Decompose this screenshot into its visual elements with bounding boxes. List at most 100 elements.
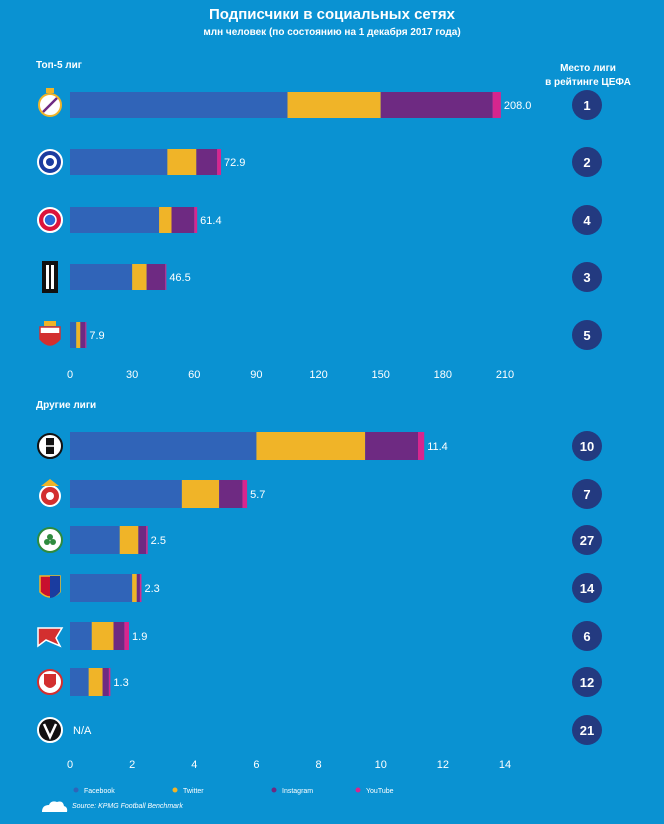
x-tick-label-0-6: 180 — [434, 369, 452, 381]
rank-number-1-5: 12 — [580, 675, 594, 690]
total-label-0-4: 7.9 — [89, 330, 104, 342]
bar-instagram-0-2 — [171, 207, 195, 233]
rank-number-0-4: 5 — [583, 328, 590, 343]
x-tick-label-0-5: 150 — [372, 369, 390, 381]
bar-youtube-1-4 — [124, 622, 130, 650]
bar-instagram-0-4 — [80, 322, 86, 348]
rank-badge-0-2 — [572, 205, 602, 235]
bar-youtube-0-4 — [85, 322, 87, 348]
bar-youtube-0-0 — [492, 92, 501, 118]
bar-facebook-1-0 — [70, 432, 257, 460]
celtic-logo — [37, 527, 63, 553]
bar-instagram-1-5 — [102, 668, 109, 696]
rank-badge-1-2 — [572, 525, 602, 555]
bar-twitter-0-0 — [287, 92, 381, 118]
bar-facebook-0-0 — [70, 92, 288, 118]
rank-number-1-3: 14 — [580, 581, 595, 596]
pfc-logo — [37, 717, 63, 743]
bar-facebook-1-1 — [70, 480, 182, 508]
chelsea-logo — [37, 149, 63, 175]
bar-instagram-0-1 — [196, 149, 218, 175]
rank-header-line-2: в рейтинге ЦЕФА — [545, 77, 631, 88]
rank-header-line-1: Место лиги — [560, 63, 616, 74]
total-label-1-6: N/A — [73, 725, 92, 737]
rank-badge-1-0 — [572, 431, 602, 461]
bar-youtube-1-1 — [242, 480, 248, 508]
rank-number-1-4: 6 — [583, 629, 590, 644]
section-label-top5: Топ-5 лиг — [36, 60, 82, 71]
bar-youtube-1-0 — [418, 432, 425, 460]
total-label-0-2: 61.4 — [200, 215, 221, 227]
bar-youtube-1-3 — [139, 574, 142, 602]
legend-swatch-youtube — [355, 787, 361, 793]
x-tick-label-1-5: 10 — [375, 759, 387, 771]
rank-badge-1-3 — [572, 573, 602, 603]
total-label-1-0: 11.4 — [427, 441, 448, 453]
rank-badge-0-4 — [572, 320, 602, 350]
rank-number-1-1: 7 — [583, 487, 590, 502]
chart-subtitle: млн человек (по состоянию на 1 декабря 2… — [203, 27, 461, 38]
rank-badge-1-4 — [572, 621, 602, 651]
x-tick-label-0-1: 30 — [126, 369, 138, 381]
rank-column-header: Место лиги в рейтинге ЦЕФА — [528, 62, 648, 90]
total-label-1-5: 1.3 — [113, 677, 128, 689]
bar-youtube-0-2 — [194, 207, 198, 233]
bar-instagram-0-3 — [146, 264, 166, 290]
bar-instagram-1-0 — [365, 432, 418, 460]
x-tick-label-1-0: 0 — [67, 759, 73, 771]
x-tick-label-1-2: 4 — [191, 759, 197, 771]
bar-twitter-1-5 — [88, 668, 103, 696]
feyenoord-logo — [37, 669, 63, 695]
real-madrid-logo — [38, 88, 62, 117]
rank-number-1-0: 10 — [580, 439, 594, 454]
x-tick-label-0-0: 0 — [67, 369, 73, 381]
bar-instagram-0-0 — [380, 92, 493, 118]
bar-facebook-0-3 — [70, 264, 133, 290]
x-tick-label-0-7: 210 — [496, 369, 514, 381]
bar-twitter-1-1 — [181, 480, 220, 508]
legend-label-youtube: YouTube — [366, 788, 394, 795]
bar-youtube-1-2 — [146, 526, 148, 554]
chart-title: Подписчики в социальных сетях — [208, 6, 456, 23]
rank-number-0-2: 4 — [583, 213, 591, 228]
x-tick-label-1-3: 6 — [253, 759, 259, 771]
section-label-other: Другие лиги — [36, 400, 97, 411]
cloud-icon — [42, 801, 68, 812]
x-tick-label-0-3: 90 — [250, 369, 262, 381]
bar-facebook-0-1 — [70, 149, 168, 175]
total-label-1-2: 2.5 — [151, 535, 166, 547]
bar-twitter-0-1 — [167, 149, 197, 175]
bar-twitter-1-2 — [119, 526, 139, 554]
bar-twitter-0-2 — [159, 207, 172, 233]
x-tick-label-1-1: 2 — [129, 759, 135, 771]
total-label-0-1: 72.9 — [224, 157, 245, 169]
bar-facebook-1-3 — [70, 574, 133, 602]
bar-instagram-1-1 — [219, 480, 243, 508]
basel-logo — [39, 575, 61, 598]
bar-twitter-1-4 — [91, 622, 114, 650]
benfica-logo — [39, 479, 61, 507]
rank-badge-0-3 — [572, 262, 602, 292]
legend-swatch-facebook — [73, 787, 79, 793]
legend-label-instagram: Instagram — [282, 788, 313, 795]
rank-number-1-6: 21 — [580, 723, 594, 738]
total-label-0-0: 208.0 — [504, 100, 532, 112]
source-note: Source: KPMG Football Benchmark — [72, 803, 183, 810]
rank-badge-0-1 — [572, 147, 602, 177]
x-tick-label-0-2: 60 — [188, 369, 200, 381]
bar-twitter-1-0 — [256, 432, 366, 460]
bayern-logo — [37, 207, 63, 233]
legend-label-twitter: Twitter — [183, 788, 204, 795]
x-tick-label-1-4: 8 — [316, 759, 322, 771]
bar-twitter-0-4 — [76, 322, 81, 348]
rank-badge-1-6 — [572, 715, 602, 745]
besiktas-logo — [37, 433, 63, 459]
x-tick-label-1-7: 14 — [499, 759, 511, 771]
bar-instagram-1-2 — [138, 526, 147, 554]
bar-facebook-0-4 — [70, 322, 77, 348]
total-label-1-4: 1.9 — [132, 631, 147, 643]
x-tick-label-1-6: 12 — [437, 759, 449, 771]
x-tick-label-0-4: 120 — [309, 369, 327, 381]
bar-facebook-1-4 — [70, 622, 92, 650]
